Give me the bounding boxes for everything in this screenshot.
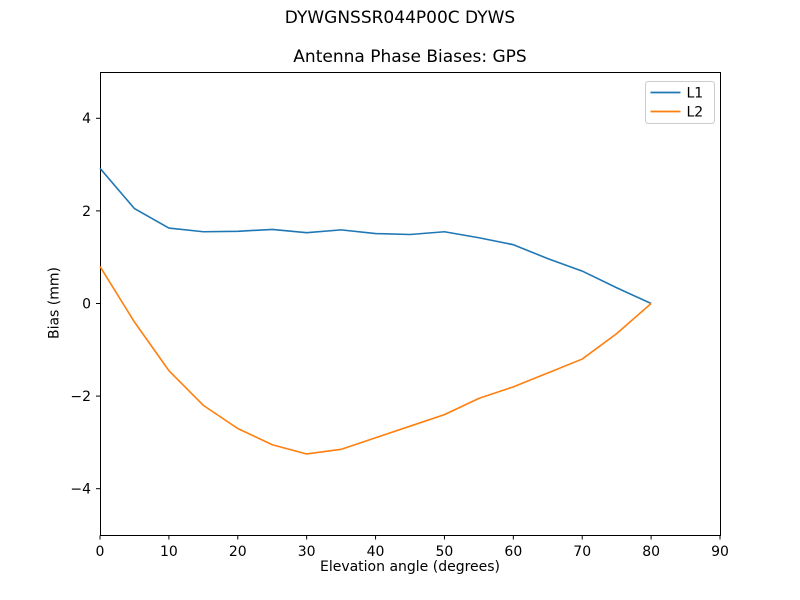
y-axis-tick-label: −4 xyxy=(70,482,91,498)
legend-box xyxy=(645,81,715,124)
x-axis-tick-label: 20 xyxy=(229,544,247,560)
figure-suptitle: DYWGNSSR044P00C DYWS xyxy=(284,8,516,28)
x-axis-label: Elevation angle (degrees) xyxy=(319,559,501,575)
x-axis-tick-label: 10 xyxy=(160,544,178,560)
y-axis-tick-label: 0 xyxy=(82,296,91,312)
series-line-l1 xyxy=(99,167,652,305)
x-axis-tick-label: 40 xyxy=(367,544,385,560)
y-axis-tick-label: 4 xyxy=(82,111,91,127)
axes-frame xyxy=(100,72,721,536)
y-axis-tick-label: −2 xyxy=(70,389,91,405)
legend-label-l2: L2 xyxy=(687,104,704,120)
x-axis-tick-label: 60 xyxy=(504,544,522,560)
x-axis-tick-label: 80 xyxy=(642,544,660,560)
x-axis-tick-label: 90 xyxy=(711,544,729,560)
series-line-l2 xyxy=(99,266,652,455)
x-axis-tick-label: 30 xyxy=(298,544,316,560)
legend-label-l1: L1 xyxy=(687,85,704,101)
x-axis-tick-label: 70 xyxy=(573,544,591,560)
axes-title: Antenna Phase Biases: GPS xyxy=(293,47,527,67)
y-axis-tick-label: 2 xyxy=(82,204,91,220)
x-axis-tick-label: 0 xyxy=(96,544,105,560)
x-axis-tick-label: 50 xyxy=(436,544,454,560)
y-axis-label: Bias (mm) xyxy=(46,266,63,340)
